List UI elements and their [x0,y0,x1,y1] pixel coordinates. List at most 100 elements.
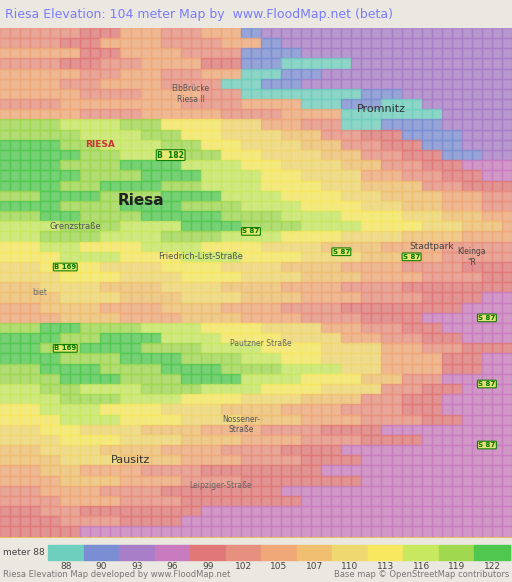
Bar [371,171,381,180]
Bar [472,292,482,303]
Bar [100,486,111,496]
Bar [301,160,311,171]
Bar [100,109,111,119]
Bar [271,191,281,201]
Bar [261,221,271,232]
Bar [291,414,301,425]
Bar [241,496,251,506]
Bar [30,506,40,516]
Bar [412,262,422,272]
Bar [261,58,271,69]
Bar [161,313,170,323]
Bar [361,333,371,343]
Bar [251,150,261,160]
Bar [381,272,392,282]
Bar [321,262,331,272]
Bar [342,130,351,140]
Bar [442,211,452,221]
Bar [181,516,191,527]
Bar [331,262,342,272]
Bar [321,455,331,466]
Bar [331,486,342,496]
Bar [321,303,331,313]
Bar [181,140,191,150]
Bar [211,119,221,130]
Bar [432,475,442,486]
Bar [141,425,151,435]
Bar [221,160,231,171]
Bar [90,211,100,221]
Bar [432,323,442,333]
Bar [131,140,141,150]
Bar [403,545,439,560]
Bar [60,69,70,79]
Bar [40,150,50,160]
Bar [361,58,371,69]
Bar [452,38,462,48]
Bar [281,160,291,171]
Bar [120,394,131,404]
Bar [30,242,40,252]
Bar [20,140,30,150]
Bar [201,384,211,394]
Bar [482,303,492,313]
Bar [231,475,241,486]
Bar [351,201,361,211]
Bar [351,364,361,374]
Bar [291,201,301,211]
Bar [371,211,381,221]
Bar [100,48,111,58]
Bar [0,364,10,374]
Bar [100,58,111,69]
Bar [261,516,271,527]
Bar [432,130,442,140]
Bar [311,272,321,282]
Bar [271,201,281,211]
Bar [502,119,512,130]
Bar [342,435,351,445]
Bar [271,343,281,353]
Bar [181,394,191,404]
Bar [392,475,401,486]
Bar [141,272,151,282]
Bar [161,414,170,425]
Bar [452,435,462,445]
Bar [120,130,131,140]
Bar [412,292,422,303]
Bar [432,353,442,364]
Bar [80,475,90,486]
Bar [392,191,401,201]
Bar [452,404,462,414]
Bar [371,282,381,292]
Bar [181,180,191,191]
Bar [422,140,432,150]
Bar [0,303,10,313]
Bar [170,353,181,364]
Bar [191,496,201,506]
Bar [221,374,231,384]
Bar [502,364,512,374]
Bar [70,109,80,119]
Bar [211,374,221,384]
Bar [10,262,20,272]
Bar [251,38,261,48]
Text: Pausitz: Pausitz [111,455,150,465]
Bar [231,272,241,282]
Bar [141,394,151,404]
Bar [141,28,151,38]
Bar [291,252,301,262]
Bar [381,516,392,527]
Bar [221,48,231,58]
Bar [231,292,241,303]
Bar [422,527,432,537]
Bar [231,38,241,48]
Bar [131,171,141,180]
Bar [201,28,211,38]
Bar [120,496,131,506]
Bar [472,333,482,343]
Bar [371,506,381,516]
Bar [0,119,10,130]
Bar [301,425,311,435]
Bar [191,242,201,252]
Bar [90,333,100,343]
